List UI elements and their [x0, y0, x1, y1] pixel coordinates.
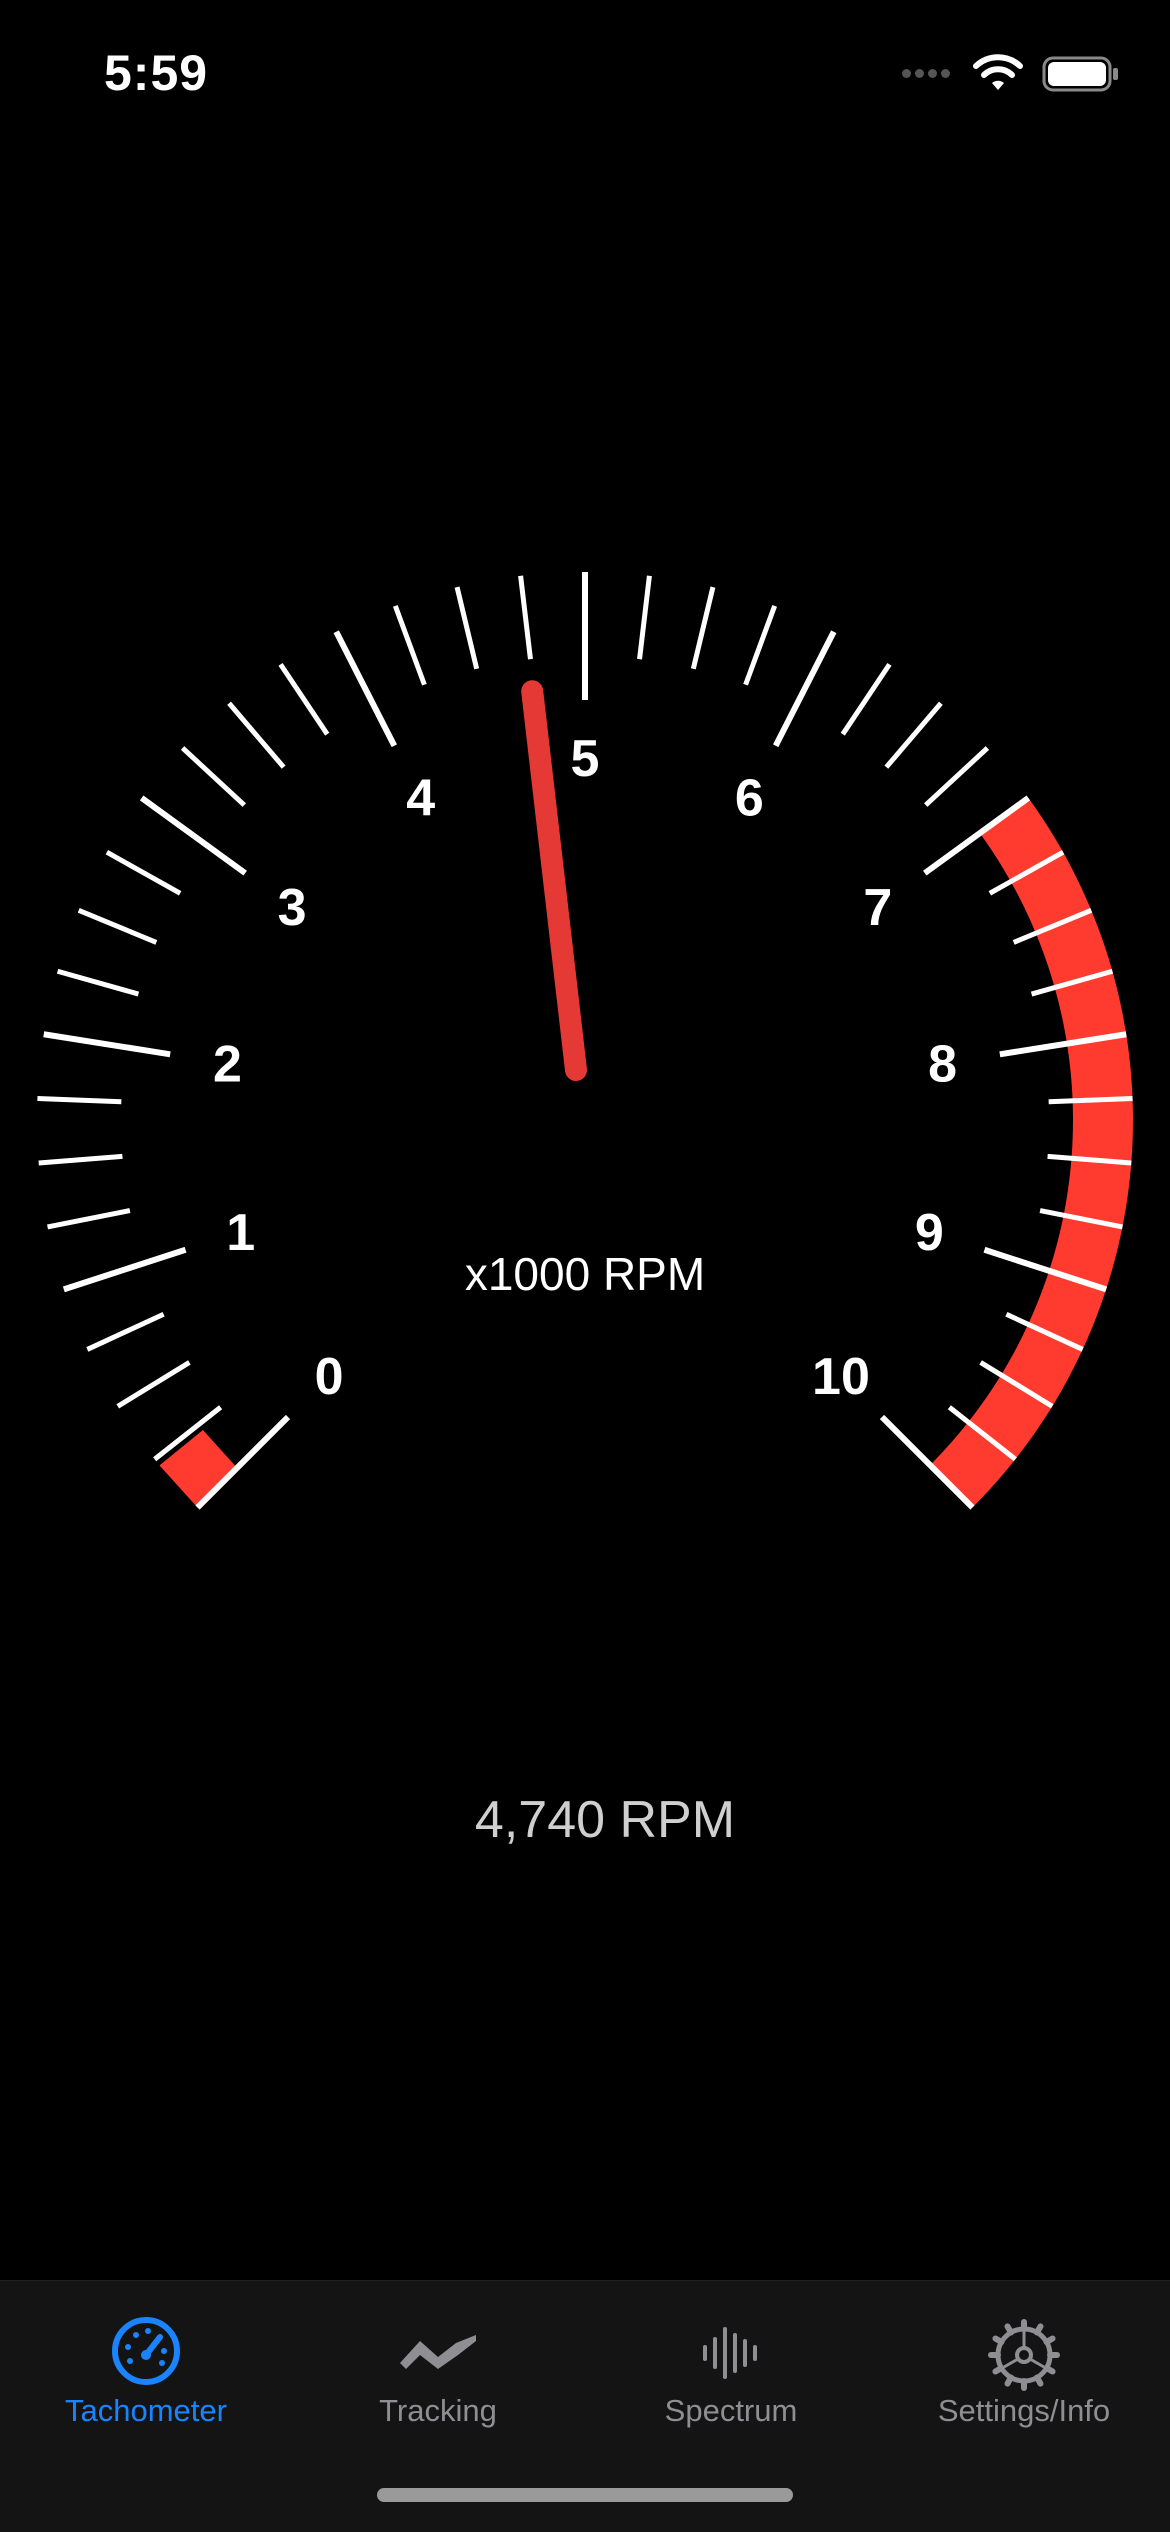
- status-bar: 5:59: [0, 0, 1170, 150]
- minor-tick: [105, 850, 182, 896]
- minor-tick: [278, 662, 330, 736]
- minor-tick: [227, 701, 286, 769]
- major-tick: [139, 795, 247, 876]
- tab-label-spectrum: Spectrum: [664, 2393, 798, 2428]
- minor-tick: [924, 746, 990, 807]
- minor-tick: [743, 605, 778, 686]
- minor-tick: [454, 586, 480, 670]
- gauge-ticks: [37, 572, 1133, 1510]
- waveform-icon: [703, 2327, 757, 2379]
- minor-tick: [1039, 1208, 1123, 1230]
- minor-tick: [47, 1208, 131, 1230]
- major-tick: [43, 1031, 171, 1058]
- minor-tick: [840, 662, 892, 736]
- minor-tick: [116, 1360, 191, 1409]
- tick-label: 10: [812, 1348, 870, 1406]
- major-tick: [62, 1246, 187, 1293]
- zero-red-marker: [159, 1430, 238, 1508]
- tab-label-tachometer: Tachometer: [65, 2393, 227, 2428]
- redline-zone: [159, 797, 1133, 1508]
- minor-tick: [690, 586, 716, 670]
- minor-tick: [979, 1360, 1054, 1409]
- cellular-signal-icon: [902, 65, 954, 83]
- speedometer-icon: [112, 2317, 180, 2385]
- major-tick: [923, 795, 1031, 876]
- major-tick: [983, 1246, 1108, 1293]
- minor-tick: [637, 575, 652, 660]
- tracking-wave-icon: [400, 2335, 476, 2369]
- tick-label: 2: [213, 1035, 242, 1093]
- gear-tooth: [1004, 2374, 1014, 2387]
- minor-tick: [86, 1311, 165, 1352]
- gauge-needle: [521, 680, 587, 1081]
- minor-tick: [1048, 1095, 1133, 1105]
- minor-tick: [518, 575, 533, 660]
- minor-tick: [392, 605, 427, 686]
- gauge-unit-label: x1000 RPM: [465, 1248, 705, 1300]
- tab-settings-info[interactable]: Settings/Info: [878, 2281, 1170, 2431]
- tachometer-gauge: 0 1 2 3 4 5 6 7 8 9 10 x1000 RPM: [37, 572, 1133, 1510]
- minor-tick: [37, 1095, 122, 1105]
- minor-tick: [56, 968, 140, 997]
- tab-label-tracking: Tracking: [379, 2393, 497, 2428]
- tick-label: 3: [278, 879, 307, 937]
- redline-band: [930, 797, 1133, 1508]
- minor-tick: [153, 1405, 223, 1462]
- tab-tracking[interactable]: Tracking: [292, 2281, 584, 2431]
- gear-tooth: [992, 2365, 1005, 2375]
- minor-tick: [38, 1153, 123, 1166]
- minor-tick: [1005, 1311, 1084, 1352]
- tick-label: 1: [226, 1204, 255, 1262]
- battery-icon: [1042, 56, 1118, 92]
- minor-tick: [1047, 1153, 1132, 1166]
- home-indicator: [377, 2488, 793, 2502]
- tick-label: 0: [315, 1348, 344, 1406]
- status-icons: [902, 52, 1120, 96]
- major-tick: [195, 1414, 291, 1510]
- gear-tooth: [1043, 2365, 1056, 2375]
- minor-tick: [1012, 907, 1093, 945]
- tick-label: 7: [863, 879, 892, 937]
- gear-tooth: [1004, 2323, 1014, 2336]
- minor-tick: [180, 746, 246, 807]
- gauge-tick-labels: 0 1 2 3 4 5 6 7 8 9 10: [213, 730, 957, 1406]
- tab-label-settings-info: Settings/Info: [937, 2393, 1111, 2428]
- major-tick: [999, 1031, 1127, 1058]
- tab-spectrum[interactable]: Spectrum: [585, 2281, 877, 2431]
- minor-tick: [988, 850, 1065, 896]
- minor-tick: [884, 701, 943, 769]
- major-tick: [333, 630, 397, 748]
- gear-tooth: [1034, 2374, 1044, 2387]
- gear-tooth: [1034, 2323, 1044, 2336]
- minor-tick: [947, 1405, 1017, 1462]
- gear-tooth: [992, 2335, 1005, 2345]
- major-tick: [773, 630, 837, 748]
- minor-tick: [1030, 968, 1114, 997]
- tick-label: 9: [915, 1204, 944, 1262]
- wifi-icon: [973, 54, 1023, 90]
- tick-label: 4: [406, 769, 435, 827]
- tick-label: 5: [571, 730, 600, 788]
- major-tick: [879, 1414, 975, 1510]
- tick-label: 8: [928, 1035, 957, 1093]
- status-time: 5:59: [104, 45, 209, 101]
- minor-tick: [77, 907, 158, 945]
- tick-label: 6: [735, 769, 764, 827]
- tab-tachometer[interactable]: Tachometer: [0, 2281, 292, 2431]
- rpm-readout: 4,740 RPM: [474, 1791, 736, 1849]
- gear-tooth: [1043, 2335, 1056, 2345]
- gear-icon: [988, 2319, 1060, 2391]
